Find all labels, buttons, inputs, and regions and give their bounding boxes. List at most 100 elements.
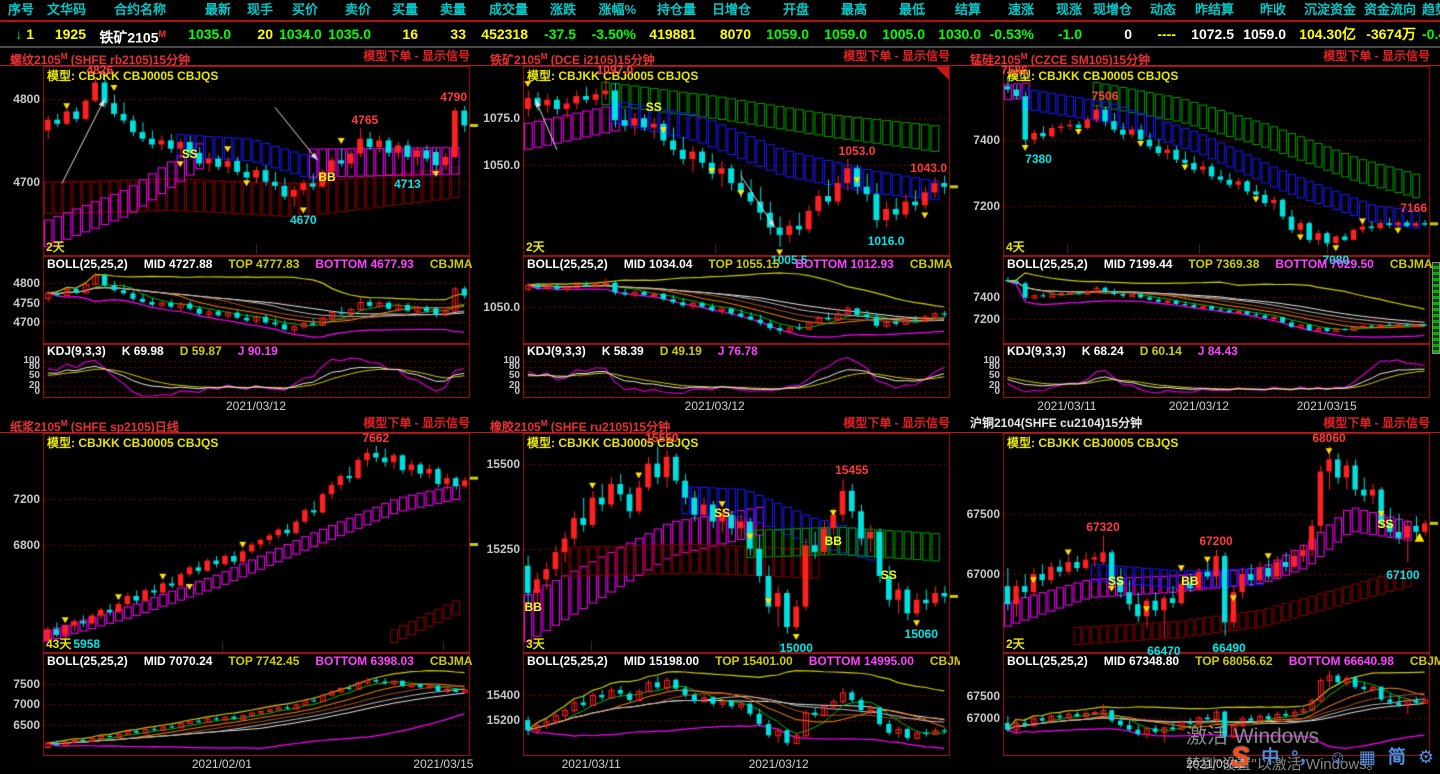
date-tick-label: 2021/03/12	[684, 399, 745, 413]
boll-indicator-pane-canvas[interactable]	[480, 653, 960, 756]
quote-column-header[interactable]: 昨结算	[1182, 0, 1240, 22]
quote-column-0: 序号 ↓ 1	[0, 0, 40, 46]
sogou-logo-icon[interactable]: S	[1230, 741, 1250, 772]
quote-column-header[interactable]: 涨跌	[534, 0, 582, 22]
boll-indicator-pane[interactable]: 15400 15200 BOLL(25,25,2) MID 15198.00 TOP 1…	[480, 653, 960, 756]
quote-column-header[interactable]: 结算	[931, 0, 987, 22]
quote-column-header[interactable]: 开盘	[757, 0, 815, 22]
main-price-pane-canvas[interactable]	[480, 433, 960, 653]
kdj-indicator-pane[interactable]: 100 80 50 20 0 KDJ(9,3,3) K 58.39 D 49.19 J 76.7…	[480, 344, 960, 398]
quote-column-header[interactable]: 沉淀资金	[1292, 0, 1362, 22]
boll-indicator-pane[interactable]: 7400 7200 BOLL(25,25,2) MID 7199.44 TOP 7369…	[960, 256, 1440, 344]
price-axis-label: 7200	[13, 492, 40, 506]
quote-column-header[interactable]: 最高	[815, 0, 873, 22]
kdj-part-label: K 58.39	[601, 344, 644, 358]
model-order-signal-menu[interactable]: 模型下单 - 显示信号	[1323, 416, 1430, 430]
quote-column-header[interactable]: 昨收	[1240, 0, 1292, 22]
quote-column-header[interactable]: 资金流向	[1362, 0, 1422, 22]
chart-grid: 螺纹2105M (SHFE rb2105)15分钟 模型下单 - 显示信号 4800…	[0, 48, 1440, 774]
main-price-pane-canvas[interactable]	[0, 433, 480, 653]
chart-panel-6[interactable]: 沪铜2104(SHFE cu2104)15分钟 模型下单 - 显示信号 67500 6…	[960, 415, 1440, 774]
boll-part-label: CBJMA	[429, 257, 473, 271]
quote-value: ↓ 1	[15, 26, 34, 42]
quote-value: 452318	[481, 26, 528, 42]
kdj-axis-label: 50	[508, 370, 520, 381]
kdj-indicator-pane-canvas[interactable]	[480, 344, 960, 398]
chart-panel-5[interactable]: 橡胶2105M (SHFE ru2105)15分钟 模型下单 - 显示信号 1550…	[480, 415, 960, 774]
main-price-pane[interactable]: 4800 4700 模型: CBJKK CBJ0005 CBJQS 2天 4826 SS B…	[0, 63, 480, 256]
price-label: 66490	[1212, 641, 1246, 656]
soft-keyboard-icon[interactable]: ▦	[1358, 747, 1376, 767]
chinese-mode-icon[interactable]: 中	[1261, 747, 1280, 767]
toolbox-icon[interactable]: ⚙	[1417, 747, 1434, 767]
quote-column-header[interactable]: 序号	[0, 0, 40, 22]
window-scrollbar[interactable]	[1432, 262, 1440, 354]
kdj-indicator-pane-canvas[interactable]	[960, 344, 1440, 398]
punctuation-icon[interactable]: °，	[1291, 747, 1317, 767]
quote-column-header[interactable]: 买价	[279, 0, 324, 22]
boll-indicator-pane[interactable]: 1050.0 BOLL(25,25,2) MID 1034.04 TOP 1055.1…	[480, 256, 960, 344]
chart-panel-2[interactable]: 铁矿2105M (DCE i2105)15分钟 模型下单 - 显示信号 1075.0…	[480, 48, 960, 415]
emoji-icon[interactable]: ☺	[1328, 747, 1347, 767]
boll-indicator-pane-canvas[interactable]	[480, 256, 960, 344]
boll-part-label: MID 67348.80	[1103, 654, 1180, 668]
chart-panel-4[interactable]: 纸浆2105M (SHFE sp2105)日线 模型下单 - 显示信号 7200 68…	[0, 415, 480, 774]
boll-indicator-pane[interactable]: 4800 4750 4700 BOLL(25,25,2) MID 4727.88 TOP …	[0, 256, 480, 344]
quote-bar[interactable]: 序号 ↓ 1 文华码 1925 合约名称 铁矿2105M 最新 1035.0 现手 20 买价 1034…	[0, 0, 1440, 48]
kdj-part-label: J 90.19	[237, 344, 278, 358]
main-price-pane[interactable]: 7200 6800 模型: CBJKK CBJ0005 CBJQS 43天 5958 76…	[0, 431, 480, 653]
quote-column-header[interactable]: 买量	[377, 0, 424, 22]
quote-column-header[interactable]: 成交量	[472, 0, 534, 22]
kdj-indicator-pane[interactable]: 100 80 50 20 0 KDJ(9,3,3) K 68.24 D 60.14 J 84.4…	[960, 344, 1440, 398]
boll-indicator-pane-canvas[interactable]	[0, 653, 480, 756]
main-price-pane[interactable]: 67500 67000 模型: CBJKK CBJ0005 CBJQS 2天 67320…	[960, 431, 1440, 658]
quote-column-header[interactable]: 卖价	[324, 0, 377, 22]
boll-indicator-pane[interactable]: 7500 7000 6500 BOLL(25,25,2) MID 7070.24 TOP …	[0, 653, 480, 756]
quote-column-header[interactable]: 现增仓	[1088, 0, 1138, 22]
model-order-signal-menu[interactable]: 模型下单 - 显示信号	[363, 416, 470, 430]
quote-column-header[interactable]: 涨幅%	[582, 0, 642, 22]
boll-indicator-pane-canvas[interactable]	[0, 256, 480, 344]
chart-panel-1[interactable]: 螺纹2105M (SHFE rb2105)15分钟 模型下单 - 显示信号 4800…	[0, 48, 480, 415]
boll-indicator-pane[interactable]: 67500 67000 BOLL(25,25,2) MID 67348.80 TOP 6…	[960, 653, 1440, 756]
quote-column-18: 速涨 -0.53%	[987, 0, 1040, 46]
main-price-pane-canvas[interactable]	[960, 66, 1440, 256]
quote-column-26: 趋势 -0.4	[1422, 0, 1440, 46]
quote-column-header[interactable]: 持仓量	[642, 0, 702, 22]
simplified-icon[interactable]: 简	[1387, 747, 1406, 767]
main-price-pane[interactable]: 7400 7200 模型: CBJKK CBJ0005 CBJQS 4天 7586 750…	[960, 63, 1440, 267]
model-order-signal-menu[interactable]: 模型下单 - 显示信号	[363, 49, 470, 63]
model-order-signal-menu[interactable]: 模型下单 - 显示信号	[843, 49, 950, 63]
quote-value: 1034.0	[279, 26, 322, 42]
quote-column-header[interactable]: 速涨	[987, 0, 1040, 22]
kdj-part-label: D 60.14	[1139, 344, 1182, 358]
ime-toolbar[interactable]: S 中 °， ☺ ▦ 简 ⚙	[1231, 742, 1434, 772]
quote-column-header[interactable]: 卖量	[424, 0, 472, 22]
quote-column-header[interactable]: 文华码	[40, 0, 92, 22]
quote-column-header[interactable]: 趋势	[1422, 0, 1440, 22]
main-price-pane-canvas[interactable]	[960, 433, 1440, 653]
quote-column-7: 买量 16	[377, 0, 424, 46]
boll-indicator-pane-canvas[interactable]	[960, 653, 1440, 756]
quote-column-header[interactable]: 最新	[172, 0, 237, 22]
quote-column-header[interactable]: 日增仓	[702, 0, 757, 22]
quote-column-header[interactable]: 最低	[873, 0, 931, 22]
quote-value: 1035.0	[188, 26, 231, 42]
kdj-indicator-pane[interactable]: 100 80 50 20 0 KDJ(9,3,3) K 69.98 D 59.87 J 90.1…	[0, 344, 480, 398]
boll-part-label: BOLL(25,25,2)	[527, 257, 608, 271]
model-list-label: 模型: CBJKK CBJ0005 CBJQS	[1007, 69, 1179, 83]
chart-panel-3[interactable]: 锰硅2105M (CZCE SM105)15分钟 模型下单 - 显示信号 7400 7…	[960, 48, 1440, 415]
main-price-pane[interactable]: 1075.0 1050.0 模型: CBJKK CBJ0005 CBJQS 2天 109…	[480, 63, 960, 267]
quote-column-header[interactable]: 动态	[1138, 0, 1182, 22]
quote-column-header[interactable]: 现涨	[1040, 0, 1088, 22]
main-price-pane-canvas[interactable]	[0, 66, 480, 256]
quote-column-header[interactable]: 现手	[237, 0, 279, 22]
main-price-pane[interactable]: 15500 15250 模型: CBJKK CBJ0005 CBJQS 3天 15550…	[480, 431, 960, 655]
model-order-signal-menu[interactable]: 模型下单 - 显示信号	[1323, 49, 1430, 63]
quote-column-header[interactable]: 合约名称	[92, 0, 172, 22]
main-price-pane-canvas[interactable]	[480, 66, 960, 256]
model-order-signal-menu[interactable]: 模型下单 - 显示信号	[843, 416, 950, 430]
kdj-indicator-pane-canvas[interactable]	[0, 344, 480, 398]
boll-indicator-pane-canvas[interactable]	[960, 256, 1440, 344]
model-list-label: 模型: CBJKK CBJ0005 CBJQS	[47, 436, 219, 450]
